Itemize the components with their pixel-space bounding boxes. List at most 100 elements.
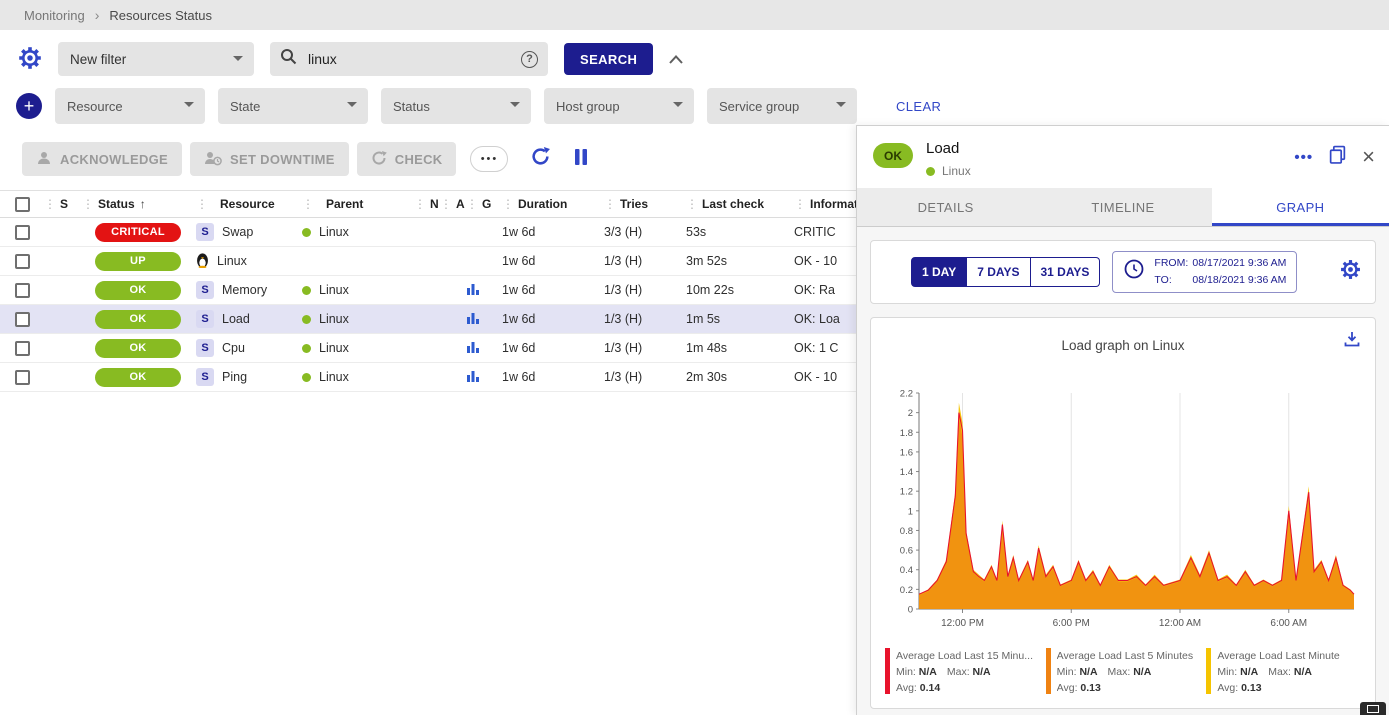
service-group-dropdown[interactable]: Service group <box>707 88 857 124</box>
graph-settings-button[interactable] <box>1340 259 1361 285</box>
load-graph-chart[interactable]: 12:00 PM 6:00 PM 12:00 AM 6:00 AM 0 0.2 0.4 0.6… <box>879 383 1367 640</box>
row-checkbox[interactable] <box>14 253 30 269</box>
range-7-days-button[interactable]: 7 DAYS <box>967 256 1031 287</box>
breadcrumb-resources-status[interactable]: Resources Status <box>109 7 212 23</box>
table-row-ping[interactable]: OK Ping Linux 1w 6d 1/3 (H) 2m 30s OK - … <box>0 363 954 392</box>
set-downtime-button[interactable]: SET DOWNTIME <box>190 142 349 176</box>
export-graph-button[interactable] <box>1343 330 1361 353</box>
acknowledge-button[interactable]: ACKNOWLEDGE <box>22 142 183 176</box>
svg-text:2: 2 <box>908 408 913 419</box>
parent-name[interactable]: Linux <box>319 370 349 384</box>
search-button[interactable]: SEARCH <box>564 43 654 75</box>
search-help-icon[interactable] <box>521 50 538 68</box>
service-icon <box>196 368 214 386</box>
add-criteria-button[interactable]: + <box>16 93 42 119</box>
row-checkbox[interactable] <box>14 340 30 356</box>
row-checkbox[interactable] <box>14 224 30 240</box>
parent-name[interactable]: Linux <box>319 225 349 239</box>
search-input[interactable] <box>306 50 512 68</box>
column-header-graph[interactable]: G <box>466 197 502 211</box>
host-up-dot-icon <box>302 343 311 353</box>
last-check-value: 1m 48s <box>686 341 727 355</box>
svg-text:1: 1 <box>908 506 913 517</box>
resource-name[interactable]: Swap <box>222 225 254 239</box>
state-dropdown[interactable]: State <box>218 88 368 124</box>
resource-name[interactable]: Load <box>222 312 250 326</box>
column-header-notes[interactable]: N <box>414 197 440 211</box>
panel-status-badge: OK <box>873 143 913 168</box>
resource-name[interactable]: Linux <box>217 254 247 268</box>
parent-name[interactable]: Linux <box>319 312 349 326</box>
service-icon <box>196 223 214 241</box>
graph-icon[interactable] <box>466 311 480 328</box>
legend-item-load-5min[interactable]: Average Load Last 5 Minutes Min: N/A Max:… <box>1045 647 1207 697</box>
row-checkbox[interactable] <box>14 369 30 385</box>
resource-name[interactable]: Cpu <box>222 341 245 355</box>
download-icon <box>1343 330 1361 353</box>
range-1-day-button[interactable]: 1 DAY <box>911 256 968 287</box>
tries-value: 1/3 (H) <box>604 312 643 326</box>
column-header-parent[interactable]: Parent <box>302 197 414 211</box>
copy-link-button[interactable] <box>1328 145 1347 169</box>
panel-more-button[interactable] <box>1294 149 1313 166</box>
select-all-checkbox[interactable] <box>14 196 30 212</box>
refresh-icon <box>530 146 551 172</box>
legend-item-load-15min[interactable]: Average Load Last 15 Minu... Min: N/A Max… <box>885 647 1046 697</box>
row-checkbox[interactable] <box>14 311 30 327</box>
column-header-duration[interactable]: Duration <box>502 197 604 211</box>
column-header-severity[interactable]: S <box>44 197 82 211</box>
resource-name[interactable]: Ping <box>222 370 248 384</box>
tab-details[interactable]: DETAILS <box>917 199 974 215</box>
column-header-resource[interactable]: Resource <box>194 197 302 211</box>
table-row-cpu[interactable]: OK Cpu Linux 1w 6d 1/3 (H) 1m 48s OK: 1 … <box>0 334 954 363</box>
duration-value: 1w 6d <box>502 312 536 326</box>
column-header-last-check[interactable]: Last check <box>686 197 794 211</box>
filter-preset-select[interactable]: New filter <box>58 42 254 76</box>
duration-value: 1w 6d <box>502 341 536 355</box>
graph-icon[interactable] <box>466 369 480 386</box>
breadcrumb-monitoring[interactable]: Monitoring <box>24 7 85 23</box>
table-row-load[interactable]: OK Load Linux 1w 6d 1/3 (H) 1m 5s OK: Lo… <box>0 305 954 334</box>
status-dropdown[interactable]: Status <box>381 88 531 124</box>
column-header-tries[interactable]: Tries <box>604 197 686 211</box>
tab-timeline[interactable]: TIMELINE <box>1091 199 1155 215</box>
parent-name[interactable]: Linux <box>319 283 349 297</box>
refresh-button[interactable] <box>530 146 551 172</box>
panel-subtitle[interactable]: Linux <box>942 164 971 178</box>
clear-filters-link[interactable]: CLEAR <box>896 98 942 114</box>
filter-bar: New filter SEARCH <box>0 30 1389 76</box>
breadcrumb-chevron-icon: › <box>94 7 100 23</box>
range-31-days-button[interactable]: 31 DAYS <box>1030 256 1101 287</box>
table-row-swap[interactable]: CRITICAL Swap Linux 1w 6d 3/3 (H) 53s CR… <box>0 218 954 247</box>
pause-refresh-button[interactable] <box>573 148 589 171</box>
table-row-linux-host[interactable]: UP Linux 1w 6d 1/3 (H) 3m 52s OK - 10 <box>0 247 954 276</box>
collapse-filters-button[interactable] <box>669 52 684 67</box>
table-row-memory[interactable]: OK Memory Linux 1w 6d 1/3 (H) 10m 22s OK… <box>0 276 954 305</box>
parent-name[interactable]: Linux <box>319 341 349 355</box>
service-group-dropdown-label: Service group <box>719 98 800 114</box>
graph-icon[interactable] <box>466 282 480 299</box>
corner-widget-icon[interactable] <box>1360 702 1386 715</box>
row-checkbox[interactable] <box>14 282 30 298</box>
svg-text:0.4: 0.4 <box>900 565 913 576</box>
column-header-status[interactable]: Status <box>82 197 194 211</box>
tab-graph[interactable]: GRAPH <box>1211 188 1389 226</box>
information-value: OK - 10 <box>794 370 838 384</box>
filter-settings-button[interactable] <box>18 46 42 73</box>
column-label: Duration <box>518 197 568 211</box>
host-group-dropdown[interactable]: Host group <box>544 88 694 124</box>
svg-text:6:00 PM: 6:00 PM <box>1053 618 1090 629</box>
resource-name[interactable]: Memory <box>222 283 268 297</box>
legend-item-load-1min[interactable]: Average Load Last Minute Min: N/A Max: N/… <box>1206 647 1367 697</box>
to-value: 08/18/2021 9:36 AM <box>1192 273 1287 286</box>
more-actions-button[interactable] <box>470 146 509 172</box>
close-panel-button[interactable] <box>1362 146 1375 168</box>
graph-icon[interactable] <box>466 340 480 357</box>
legend-label: Average Load Last 5 Minutes <box>1056 649 1194 662</box>
custom-period-picker[interactable]: FROM: 08/17/2021 9:36 AM TO: 08/18/2021 9:… <box>1112 251 1298 293</box>
column-header-action[interactable]: A <box>440 197 466 211</box>
check-button[interactable]: CHECK <box>356 142 457 176</box>
graph-card: Load graph on Linux 12:00 PM 6:00 PM 12:00… <box>870 316 1376 710</box>
resource-dropdown[interactable]: Resource <box>55 88 205 124</box>
information-value: OK: Ra <box>794 283 835 297</box>
